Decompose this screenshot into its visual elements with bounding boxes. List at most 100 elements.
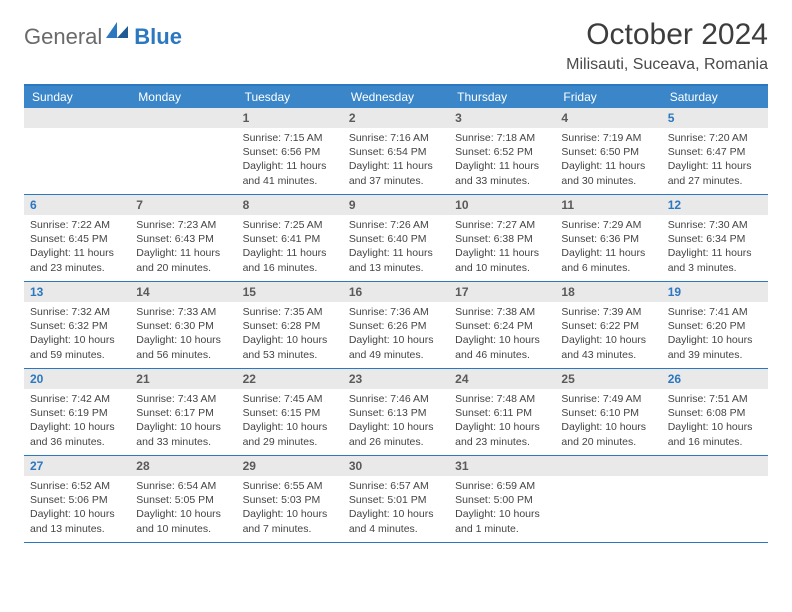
daylight-line: Daylight: 10 hours and 39 minutes.: [668, 333, 762, 361]
sunset-line: Sunset: 6:40 PM: [349, 232, 443, 246]
logo: General Blue: [24, 18, 182, 50]
day-number: [24, 108, 130, 128]
sunrise-line: Sunrise: 7:25 AM: [243, 218, 337, 232]
day-details: Sunrise: 7:36 AMSunset: 6:26 PMDaylight:…: [343, 302, 449, 366]
day-number: 13: [24, 282, 130, 302]
day-number: 28: [130, 456, 236, 476]
sunrise-line: Sunrise: 7:19 AM: [561, 131, 655, 145]
daylight-line: Daylight: 11 hours and 3 minutes.: [668, 246, 762, 274]
day-details: Sunrise: 7:32 AMSunset: 6:32 PMDaylight:…: [24, 302, 130, 366]
day-details: Sunrise: 6:55 AMSunset: 5:03 PMDaylight:…: [237, 476, 343, 540]
day-number: 6: [24, 195, 130, 215]
day-number: 2: [343, 108, 449, 128]
day-number: 30: [343, 456, 449, 476]
sunset-line: Sunset: 5:06 PM: [30, 493, 124, 507]
calendar-cell: 2Sunrise: 7:16 AMSunset: 6:54 PMDaylight…: [343, 108, 449, 194]
daylight-line: Daylight: 10 hours and 1 minute.: [455, 507, 549, 535]
day-details: Sunrise: 7:33 AMSunset: 6:30 PMDaylight:…: [130, 302, 236, 366]
day-number: 10: [449, 195, 555, 215]
calendar-cell: 13Sunrise: 7:32 AMSunset: 6:32 PMDayligh…: [24, 282, 130, 368]
calendar-cell: 16Sunrise: 7:36 AMSunset: 6:26 PMDayligh…: [343, 282, 449, 368]
sunset-line: Sunset: 6:38 PM: [455, 232, 549, 246]
day-number: [555, 456, 661, 476]
sunset-line: Sunset: 6:47 PM: [668, 145, 762, 159]
day-number: 22: [237, 369, 343, 389]
day-number: 24: [449, 369, 555, 389]
day-details: Sunrise: 7:35 AMSunset: 6:28 PMDaylight:…: [237, 302, 343, 366]
daylight-line: Daylight: 11 hours and 10 minutes.: [455, 246, 549, 274]
day-number: 26: [662, 369, 768, 389]
calendar-cell: 8Sunrise: 7:25 AMSunset: 6:41 PMDaylight…: [237, 195, 343, 281]
day-details: Sunrise: 7:42 AMSunset: 6:19 PMDaylight:…: [24, 389, 130, 453]
sunrise-line: Sunrise: 7:41 AM: [668, 305, 762, 319]
day-details: Sunrise: 7:23 AMSunset: 6:43 PMDaylight:…: [130, 215, 236, 279]
daylight-line: Daylight: 10 hours and 16 minutes.: [668, 420, 762, 448]
day-of-week-header: Sunday Monday Tuesday Wednesday Thursday…: [24, 86, 768, 108]
calendar-cell: [130, 108, 236, 194]
day-details: Sunrise: 7:29 AMSunset: 6:36 PMDaylight:…: [555, 215, 661, 279]
daylight-line: Daylight: 10 hours and 46 minutes.: [455, 333, 549, 361]
sunset-line: Sunset: 5:00 PM: [455, 493, 549, 507]
day-details: Sunrise: 7:22 AMSunset: 6:45 PMDaylight:…: [24, 215, 130, 279]
sunrise-line: Sunrise: 6:52 AM: [30, 479, 124, 493]
sunrise-line: Sunrise: 7:20 AM: [668, 131, 762, 145]
daylight-line: Daylight: 10 hours and 13 minutes.: [30, 507, 124, 535]
calendar-cell: 12Sunrise: 7:30 AMSunset: 6:34 PMDayligh…: [662, 195, 768, 281]
daylight-line: Daylight: 10 hours and 56 minutes.: [136, 333, 230, 361]
sunrise-line: Sunrise: 6:54 AM: [136, 479, 230, 493]
day-details: Sunrise: 7:19 AMSunset: 6:50 PMDaylight:…: [555, 128, 661, 192]
day-details: Sunrise: 7:39 AMSunset: 6:22 PMDaylight:…: [555, 302, 661, 366]
daylight-line: Daylight: 10 hours and 49 minutes.: [349, 333, 443, 361]
day-number: 4: [555, 108, 661, 128]
sunset-line: Sunset: 6:24 PM: [455, 319, 549, 333]
day-details: Sunrise: 7:38 AMSunset: 6:24 PMDaylight:…: [449, 302, 555, 366]
daylight-line: Daylight: 10 hours and 59 minutes.: [30, 333, 124, 361]
day-details: Sunrise: 7:15 AMSunset: 6:56 PMDaylight:…: [237, 128, 343, 192]
calendar-cell: 22Sunrise: 7:45 AMSunset: 6:15 PMDayligh…: [237, 369, 343, 455]
sunset-line: Sunset: 6:50 PM: [561, 145, 655, 159]
daylight-line: Daylight: 10 hours and 10 minutes.: [136, 507, 230, 535]
day-details: Sunrise: 6:52 AMSunset: 5:06 PMDaylight:…: [24, 476, 130, 540]
calendar-cell: [24, 108, 130, 194]
sunset-line: Sunset: 6:20 PM: [668, 319, 762, 333]
day-number: 19: [662, 282, 768, 302]
sunrise-line: Sunrise: 7:30 AM: [668, 218, 762, 232]
sunset-line: Sunset: 6:30 PM: [136, 319, 230, 333]
calendar-cell: 9Sunrise: 7:26 AMSunset: 6:40 PMDaylight…: [343, 195, 449, 281]
day-number: [130, 108, 236, 128]
sunset-line: Sunset: 6:45 PM: [30, 232, 124, 246]
calendar-cell: 18Sunrise: 7:39 AMSunset: 6:22 PMDayligh…: [555, 282, 661, 368]
logo-text-blue: Blue: [134, 24, 182, 50]
sunset-line: Sunset: 6:11 PM: [455, 406, 549, 420]
daylight-line: Daylight: 10 hours and 7 minutes.: [243, 507, 337, 535]
day-number: 14: [130, 282, 236, 302]
day-number: 7: [130, 195, 236, 215]
sunset-line: Sunset: 6:43 PM: [136, 232, 230, 246]
daylight-line: Daylight: 11 hours and 27 minutes.: [668, 159, 762, 187]
daylight-line: Daylight: 10 hours and 29 minutes.: [243, 420, 337, 448]
calendar: Sunday Monday Tuesday Wednesday Thursday…: [24, 84, 768, 543]
sunrise-line: Sunrise: 7:36 AM: [349, 305, 443, 319]
day-number: 21: [130, 369, 236, 389]
day-number: 16: [343, 282, 449, 302]
sunset-line: Sunset: 6:32 PM: [30, 319, 124, 333]
calendar-week: 27Sunrise: 6:52 AMSunset: 5:06 PMDayligh…: [24, 456, 768, 543]
calendar-cell: 4Sunrise: 7:19 AMSunset: 6:50 PMDaylight…: [555, 108, 661, 194]
calendar-cell: 23Sunrise: 7:46 AMSunset: 6:13 PMDayligh…: [343, 369, 449, 455]
calendar-week: 13Sunrise: 7:32 AMSunset: 6:32 PMDayligh…: [24, 282, 768, 369]
sunrise-line: Sunrise: 7:49 AM: [561, 392, 655, 406]
day-number: 18: [555, 282, 661, 302]
header: General Blue October 2024 Milisauti, Suc…: [24, 18, 768, 74]
sunset-line: Sunset: 6:54 PM: [349, 145, 443, 159]
daylight-line: Daylight: 10 hours and 4 minutes.: [349, 507, 443, 535]
day-details: Sunrise: 7:49 AMSunset: 6:10 PMDaylight:…: [555, 389, 661, 453]
daylight-line: Daylight: 10 hours and 43 minutes.: [561, 333, 655, 361]
calendar-week: 6Sunrise: 7:22 AMSunset: 6:45 PMDaylight…: [24, 195, 768, 282]
sunrise-line: Sunrise: 7:46 AM: [349, 392, 443, 406]
daylight-line: Daylight: 10 hours and 53 minutes.: [243, 333, 337, 361]
month-title: October 2024: [566, 18, 768, 52]
sunset-line: Sunset: 6:34 PM: [668, 232, 762, 246]
sunset-line: Sunset: 6:19 PM: [30, 406, 124, 420]
sunrise-line: Sunrise: 7:18 AM: [455, 131, 549, 145]
sunrise-line: Sunrise: 7:39 AM: [561, 305, 655, 319]
